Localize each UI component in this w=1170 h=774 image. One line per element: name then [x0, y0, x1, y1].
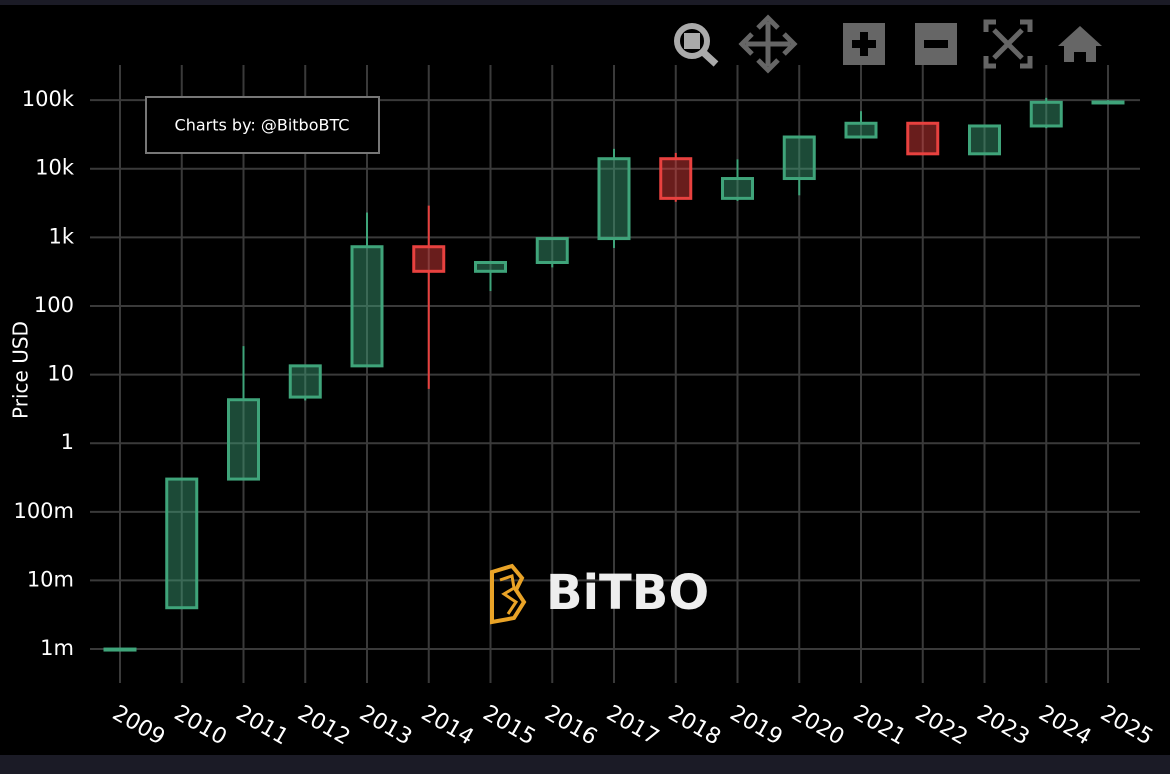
- x-tick-label: 2018: [664, 701, 725, 751]
- x-tick-label: 2011: [232, 701, 293, 751]
- y-tick-label: 100m: [13, 499, 74, 523]
- candle-body: [1091, 100, 1125, 105]
- candle-body: [474, 261, 507, 273]
- y-tick-label: 100: [34, 293, 74, 317]
- candle-body: [350, 245, 384, 368]
- candle-body: [288, 364, 322, 399]
- toolbar: [674, 14, 1102, 74]
- y-tick-label: 1m: [40, 636, 74, 660]
- watermark-logo: [490, 563, 527, 625]
- x-tick-label: 2020: [787, 701, 848, 751]
- candle-body: [659, 157, 693, 200]
- x-tick-label: 2016: [540, 701, 601, 751]
- x-tick-label: 2023: [973, 701, 1034, 751]
- y-tick-label: 1: [61, 430, 74, 454]
- x-tick-label: 2019: [726, 701, 787, 751]
- x-tick-label: 2009: [108, 701, 169, 751]
- zoom-tool[interactable]: [674, 23, 719, 67]
- candle-body: [103, 647, 137, 652]
- x-tick-label: 2015: [479, 701, 540, 751]
- candle-body: [906, 121, 940, 156]
- x-tick-label: 2014: [417, 701, 478, 751]
- top-strip: [0, 0, 1170, 5]
- candle-body: [597, 157, 631, 241]
- x-tick-label: 2021: [849, 701, 910, 751]
- x-tick-label: 2013: [355, 701, 416, 751]
- x-tick-label: 2022: [911, 701, 972, 751]
- y-tick-label: 10m: [27, 567, 74, 591]
- watermark: BiTBO: [546, 565, 709, 621]
- candle-body: [1029, 100, 1063, 128]
- autoscale-tool[interactable]: [983, 19, 1033, 69]
- x-tick-label: 2010: [170, 701, 231, 751]
- candles: [103, 97, 1125, 652]
- zoom-in-tool[interactable]: [843, 23, 885, 65]
- y-axis-label: Price USD: [9, 321, 33, 419]
- candle-body: [412, 245, 446, 273]
- annotation-box: [145, 96, 380, 154]
- y-tick-label: 1k: [48, 224, 74, 248]
- y-tick-label: 100k: [22, 87, 75, 111]
- candle-body: [165, 477, 199, 610]
- reset-tool[interactable]: [1058, 26, 1102, 62]
- x-tick-label: 2025: [1096, 701, 1157, 751]
- y-tick-label: 10: [47, 362, 74, 386]
- candle-body: [782, 135, 816, 181]
- bottom-strip: [0, 755, 1170, 774]
- y-tick-label: 10k: [35, 156, 75, 180]
- x-tick-label: 2017: [602, 701, 663, 751]
- candle-body: [968, 124, 1001, 156]
- annotation: Charts by: @BitboBTC: [175, 116, 350, 135]
- x-tick-label: 2024: [1034, 701, 1095, 751]
- pan-tool[interactable]: [738, 14, 798, 74]
- candle-body: [844, 121, 878, 139]
- candle-body: [721, 177, 754, 200]
- grid: [90, 65, 1140, 683]
- zoom-out-tool[interactable]: [915, 23, 957, 65]
- candle-body: [535, 237, 569, 265]
- x-tick-label: 2012: [293, 701, 354, 751]
- candle-body: [227, 398, 260, 481]
